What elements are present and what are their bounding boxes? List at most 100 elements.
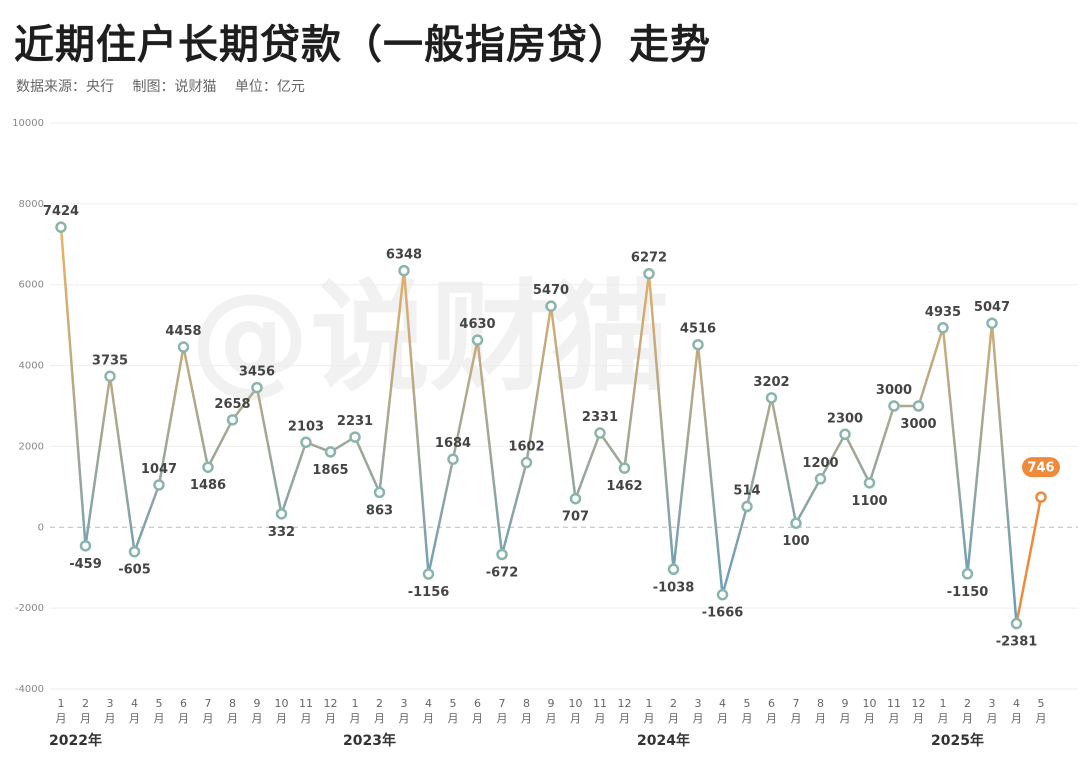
x-tick-label: 3 — [107, 697, 114, 710]
data-label: -672 — [486, 565, 519, 580]
x-tick-label: 6 — [474, 697, 481, 710]
x-tick-label: 6 — [180, 697, 187, 710]
data-point — [569, 492, 582, 505]
data-point — [349, 431, 361, 443]
x-tick-suffix: 月 — [717, 712, 728, 725]
x-tick-label: 1 — [646, 697, 653, 710]
x-tick-label: 1 — [352, 697, 359, 710]
data-point — [618, 462, 631, 474]
x-tick-suffix: 月 — [546, 712, 557, 725]
year-label: 2025年 — [931, 732, 984, 749]
x-tick-suffix: 月 — [350, 712, 361, 725]
data-label: 1100 — [851, 494, 887, 509]
y-tick-label: 10000 — [12, 118, 44, 129]
x-tick-label: 3 — [695, 697, 702, 710]
data-label: -459 — [69, 557, 102, 572]
data-label: 707 — [562, 510, 589, 525]
x-tick-suffix: 月 — [864, 712, 875, 725]
data-label: 3735 — [92, 353, 128, 368]
x-tick-suffix: 月 — [56, 712, 67, 725]
x-tick-suffix: 月 — [203, 712, 214, 725]
data-point — [373, 486, 386, 499]
x-tick-suffix: 月 — [497, 712, 508, 725]
data-label: 1462 — [606, 479, 642, 494]
x-tick-label: 11 — [299, 697, 313, 710]
data-label: 4935 — [925, 305, 961, 320]
year-label: 2024年 — [637, 732, 690, 749]
x-tick-suffix: 月 — [1011, 712, 1022, 725]
x-tick-suffix: 月 — [619, 712, 630, 725]
data-label: 2103 — [288, 419, 324, 434]
chart-subtitle: 数据来源：央行 制图：说财猫 单位：亿元 — [16, 76, 319, 96]
data-point — [643, 267, 655, 280]
data-point — [692, 338, 704, 351]
y-tick-label: 8000 — [19, 199, 44, 210]
series-line-layer — [59, 227, 1043, 624]
data-point — [251, 381, 263, 394]
data-label: 3000 — [876, 383, 912, 398]
data-label: -605 — [118, 563, 151, 578]
unit-label: 单位：亿元 — [234, 79, 305, 95]
x-tick-label: 4 — [719, 697, 726, 710]
y-tick-label: 6000 — [19, 280, 44, 291]
data-label: 1602 — [508, 440, 544, 455]
data-label: -1156 — [408, 585, 450, 600]
x-tick-label: 12 — [618, 697, 632, 710]
data-point — [324, 446, 337, 458]
data-label: 514 — [733, 484, 760, 499]
data-point — [961, 568, 974, 580]
data-labels: 7424 -459 3735 -605 1047 4458 1486 2658 3456 332 2… — [43, 204, 1060, 650]
x-tick-label: 2 — [82, 697, 89, 710]
x-tick-label: 2 — [964, 697, 971, 710]
x-tick-label: 3 — [401, 697, 408, 710]
data-point — [79, 540, 92, 552]
x-tick-label: 1 — [940, 697, 947, 710]
data-point — [937, 322, 949, 334]
data-label: 863 — [366, 503, 393, 518]
data-point — [888, 400, 900, 412]
data-label: 2658 — [214, 397, 250, 412]
x-tick-label: 3 — [989, 697, 996, 710]
highlight-segment — [1015, 496, 1043, 624]
chart-title: 近期住户长期贷款（一般指房贷）走势 — [14, 22, 711, 68]
x-tick-suffix: 月 — [129, 712, 140, 725]
x-tick-label: 9 — [548, 697, 555, 710]
x-tick-label: 4 — [131, 697, 138, 710]
data-label: 1865 — [312, 463, 348, 478]
data-label: 2231 — [337, 414, 373, 429]
x-tick-suffix: 月 — [644, 712, 655, 725]
data-point — [741, 500, 753, 513]
x-tick-suffix: 月 — [325, 712, 336, 725]
x-tick-label: 12 — [912, 697, 926, 710]
data-point — [104, 370, 116, 383]
x-tick-suffix: 月 — [840, 712, 851, 725]
data-point — [153, 479, 165, 491]
x-tick-suffix: 月 — [938, 712, 949, 725]
x-tick-suffix: 月 — [472, 712, 483, 725]
y-axis: -4000 -2000 0 2000 4000 6000 8000 10000 — [12, 118, 44, 695]
series-line — [59, 227, 1018, 624]
year-label: 2023年 — [343, 732, 396, 749]
x-axis: 1月2月3月4月5月6月7月8月9月10月11月12月1月2月3月4月5月6月7… — [49, 697, 1047, 749]
data-point — [398, 264, 410, 277]
data-label: 1047 — [141, 462, 177, 477]
data-point — [790, 517, 802, 529]
x-tick-suffix: 月 — [178, 712, 189, 725]
y-tick-label: 2000 — [19, 441, 44, 452]
data-label: 7424 — [43, 204, 79, 219]
x-tick-suffix: 月 — [987, 712, 998, 725]
data-label: 332 — [268, 525, 295, 540]
x-tick-suffix: 月 — [80, 712, 91, 725]
x-tick-label: 5 — [744, 697, 751, 710]
data-point — [128, 545, 141, 558]
x-tick-label: 9 — [254, 697, 261, 710]
data-label: 6348 — [386, 248, 422, 263]
x-tick-label: 8 — [523, 697, 530, 710]
data-point — [545, 300, 557, 312]
data-label: 1486 — [190, 478, 226, 493]
x-tick-label: 10 — [863, 697, 877, 710]
x-tick-suffix: 月 — [693, 712, 704, 725]
y-tick-label: 4000 — [19, 361, 44, 372]
data-label: 4630 — [459, 317, 495, 332]
